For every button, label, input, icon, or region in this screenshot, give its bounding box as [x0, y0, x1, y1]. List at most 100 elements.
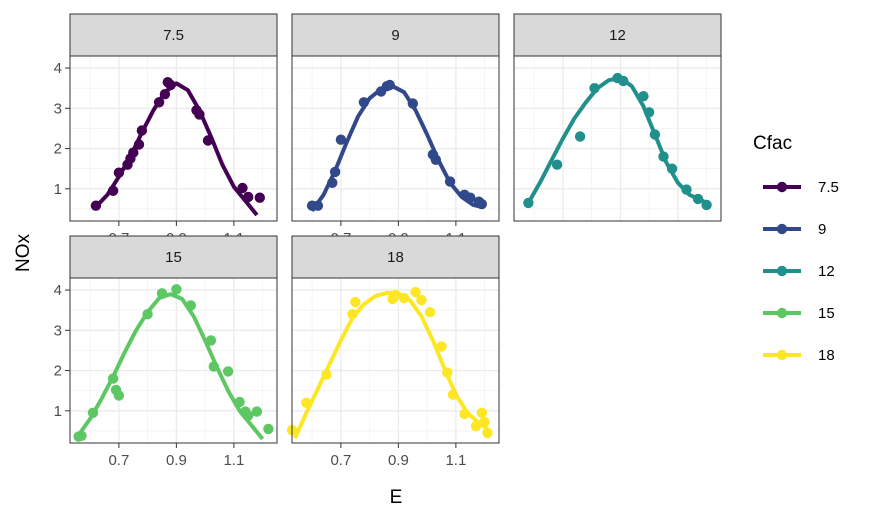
legend-item: 12 [763, 263, 835, 280]
y-tick-label: 4 [54, 60, 62, 77]
data-point [243, 191, 254, 203]
y-axis-title: NOx [13, 234, 34, 273]
legend-label: 15 [818, 305, 835, 322]
data-point [128, 147, 139, 158]
y-tick-label: 2 [54, 363, 62, 380]
y-tick-label: 1 [54, 403, 62, 420]
legend-key-point [776, 223, 788, 235]
data-point [416, 294, 427, 306]
data-point [142, 309, 153, 320]
x-tick-label: 0.7 [330, 452, 351, 469]
facet-panel: 15 1 2 3 4 0.7 0.9 1.1 [54, 235, 278, 469]
data-point [479, 416, 490, 428]
data-point [589, 83, 600, 94]
data-point [424, 307, 436, 318]
facet-strip [513, 13, 722, 57]
y-tick-label: 2 [54, 141, 62, 158]
x-tick-label: 1.1 [223, 452, 244, 469]
data-point [153, 97, 165, 108]
x-tick-label: 0.7 [108, 452, 129, 469]
panel-border [291, 55, 500, 222]
data-point [358, 97, 370, 108]
legend-item: 9 [763, 221, 826, 238]
data-point [237, 182, 248, 194]
facet-strip-label: 7.5 [163, 27, 184, 44]
data-point [185, 300, 196, 311]
legend: Cfac 7.5 9 12 15 18 [753, 133, 839, 364]
facet-strip-label: 9 [391, 27, 399, 44]
x-tick-label: 0.9 [388, 452, 409, 469]
data-point [133, 139, 145, 150]
legend-label: 18 [818, 347, 835, 364]
legend-label: 9 [818, 221, 826, 238]
series-curve [76, 292, 265, 441]
data-point [350, 296, 361, 308]
data-point [194, 109, 205, 120]
data-point [649, 129, 661, 140]
y-tick-label: 1 [54, 181, 62, 198]
data-point [171, 284, 182, 295]
data-point [312, 200, 324, 211]
legend-title: Cfac [753, 133, 792, 154]
data-point [321, 369, 332, 380]
data-point [159, 89, 171, 100]
legend-label: 7.5 [818, 179, 839, 196]
data-point [482, 427, 493, 439]
data-point [523, 197, 534, 209]
data-point [551, 159, 563, 170]
x-tick-label: 0.9 [166, 452, 187, 469]
y-tick-label: 3 [54, 322, 62, 339]
data-point [643, 107, 655, 118]
data-point [447, 389, 459, 400]
series-curve [310, 84, 483, 213]
data-point [681, 184, 692, 195]
data-point [442, 367, 453, 378]
panel-border [291, 277, 500, 444]
facet-strip [291, 235, 500, 279]
legend-item: 15 [763, 305, 835, 322]
y-tick-label: 3 [54, 100, 62, 117]
data-point [335, 134, 347, 145]
data-point [692, 193, 704, 205]
data-point [574, 131, 586, 142]
data-point [666, 163, 678, 174]
data-point [444, 176, 456, 187]
data-point [465, 192, 476, 203]
data-point [658, 151, 669, 162]
legend-key-point [776, 307, 788, 319]
facet-panel: 18 0.7 0.9 1.1 [286, 235, 500, 469]
x-tick-label: 1.1 [445, 452, 466, 469]
data-point [136, 125, 148, 136]
data-point [107, 185, 119, 196]
data-point [107, 373, 119, 384]
data-point [327, 177, 338, 188]
facet-strip-label: 15 [165, 249, 182, 266]
data-point [87, 407, 99, 418]
data-point [459, 408, 470, 420]
data-point [243, 410, 254, 421]
data-point [390, 289, 401, 301]
facet-strip-label: 18 [387, 249, 404, 266]
x-axis-title: E [390, 487, 403, 508]
data-point [234, 396, 245, 408]
y-tick-label: 4 [54, 282, 62, 299]
facet-strip [69, 235, 278, 279]
legend-key-point [776, 349, 788, 361]
data-point [205, 335, 217, 346]
facet-panel: 12 [513, 13, 722, 222]
data-point [113, 167, 125, 178]
data-point [208, 361, 219, 372]
data-point [113, 390, 125, 401]
data-point [347, 309, 358, 320]
facet-panel: 90.70.91.1 [291, 13, 500, 247]
legend-item: 7.5 [763, 179, 839, 196]
data-point [476, 407, 487, 418]
data-point [90, 200, 102, 211]
data-point [470, 420, 482, 432]
data-point [76, 430, 87, 441]
panel-border [513, 55, 722, 222]
data-point [329, 166, 341, 178]
data-point [398, 292, 410, 304]
facet-panels: 7.512340.70.91.190.70.91.1121512340.70.9… [54, 13, 722, 469]
data-point [618, 75, 629, 87]
